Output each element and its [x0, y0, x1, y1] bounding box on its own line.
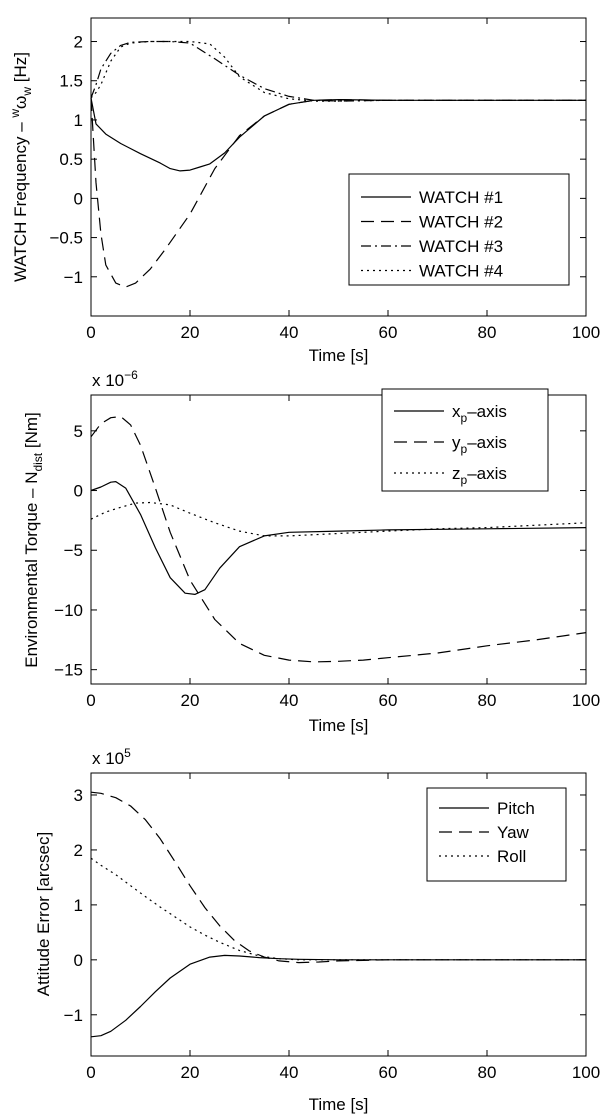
x-tick-label: 100: [572, 323, 600, 342]
series-line-1: [90, 954, 586, 1038]
y-tick-label: 0: [74, 951, 83, 970]
legend-label: zp–axis: [452, 464, 507, 487]
y-tick-label: 3: [74, 786, 83, 805]
legend: Pitch Yaw Roll: [426, 787, 567, 882]
series-line-3: [90, 501, 587, 537]
legend-label: WATCH #2: [419, 213, 503, 232]
legend-label: Yaw: [497, 823, 530, 842]
series-line-1: [90, 97, 586, 172]
y-tick-label: −1: [64, 1006, 83, 1025]
plot-area: [90, 17, 587, 317]
multiplier-label: x 10−6: [92, 368, 138, 390]
series-line-1: [90, 481, 587, 596]
y-tick-label: −10: [54, 601, 83, 620]
y-tick-label: 0: [74, 189, 83, 208]
x-tick-label: 0: [86, 1063, 95, 1082]
axis-ticks: 0 20 40 60 80 100 −15 −10 −5 0 5: [54, 395, 600, 710]
x-tick-label: 80: [478, 691, 497, 710]
y-tick-label: 2: [74, 33, 83, 52]
y-tick-label: 0.5: [59, 150, 83, 169]
legend-label: WATCH #4: [419, 262, 503, 281]
y-tick-label: 1: [74, 896, 83, 915]
legend-label: WATCH #3: [419, 237, 503, 256]
x-tick-label: 40: [280, 691, 299, 710]
legend-label: Roll: [497, 847, 526, 866]
legend-label: yp–axis: [452, 433, 507, 456]
series-line-3: [90, 40, 586, 102]
legend-box: [348, 173, 570, 286]
x-tick-label: 20: [181, 691, 200, 710]
x-axis-label: Time [s]: [309, 716, 369, 735]
y-tick-label: 1.5: [59, 72, 83, 91]
panel-watch-frequency: Time [s] WATCH Frequency – wωw [Hz] 0 20 4…: [8, 17, 600, 365]
x-tick-label: 60: [379, 691, 398, 710]
y-tick-label: −1: [64, 268, 83, 287]
legend-label: WATCH #1: [419, 188, 503, 207]
plot-area: [90, 394, 587, 685]
legend-label: Pitch: [497, 799, 535, 818]
series-line-3: [90, 857, 586, 961]
series-line-2: [90, 97, 586, 288]
y-tick-label: −5: [64, 541, 83, 560]
y-tick-label: −15: [54, 661, 83, 680]
x-tick-label: 0: [86, 323, 95, 342]
y-tick-label: −0.5: [49, 229, 83, 248]
series-line-2: [90, 415, 587, 663]
plot-area: [90, 772, 587, 1057]
series-lines: [90, 415, 587, 663]
x-tick-label: 80: [478, 323, 497, 342]
series-lines: [90, 791, 586, 1038]
panel-environmental-torque: x 10−6 Time [s] Environmental Torque – N…: [22, 368, 600, 735]
panel-attitude-error: x 105 Time [s] Attitude Error [arcsec] 0…: [34, 746, 600, 1114]
axis-ticks: 0 20 40 60 80 100 −1 0 1 2 3: [64, 773, 600, 1082]
x-tick-label: 40: [280, 1063, 299, 1082]
legend-box: [381, 388, 549, 492]
series-lines: [90, 40, 586, 288]
y-axis-label: Environmental Torque – Ndist [Nm]: [22, 412, 45, 668]
y-axis-label: Attitude Error [arcsec]: [34, 832, 53, 996]
legend-label: xp–axis: [452, 402, 507, 425]
legend-box: [426, 787, 567, 882]
x-tick-label: 100: [572, 1063, 600, 1082]
x-tick-label: 0: [86, 691, 95, 710]
x-tick-label: 80: [478, 1063, 497, 1082]
x-axis-label: Time [s]: [309, 1095, 369, 1114]
y-axis-label: WATCH Frequency – wωw [Hz]: [8, 52, 34, 282]
axis-ticks: 0 20 40 60 80 100 −1 −0.5 0 0.5 1 1.5 2: [49, 18, 600, 342]
legend: WATCH #1 WATCH #2 WATCH #3 WATCH #4: [348, 173, 570, 286]
x-tick-label: 20: [181, 323, 200, 342]
x-tick-label: 60: [379, 323, 398, 342]
y-tick-label: 2: [74, 841, 83, 860]
x-tick-label: 100: [572, 691, 600, 710]
x-tick-label: 60: [379, 1063, 398, 1082]
y-tick-label: 1: [74, 111, 83, 130]
x-tick-label: 20: [181, 1063, 200, 1082]
x-axis-label: Time [s]: [309, 346, 369, 365]
multiplier-label: x 105: [92, 746, 131, 768]
series-line-2: [90, 791, 586, 964]
y-tick-label: 5: [74, 422, 83, 441]
series-line-4: [90, 40, 586, 102]
legend: xp–axis yp–axis zp–axis: [381, 388, 549, 492]
x-tick-label: 40: [280, 323, 299, 342]
y-tick-label: 0: [74, 482, 83, 501]
